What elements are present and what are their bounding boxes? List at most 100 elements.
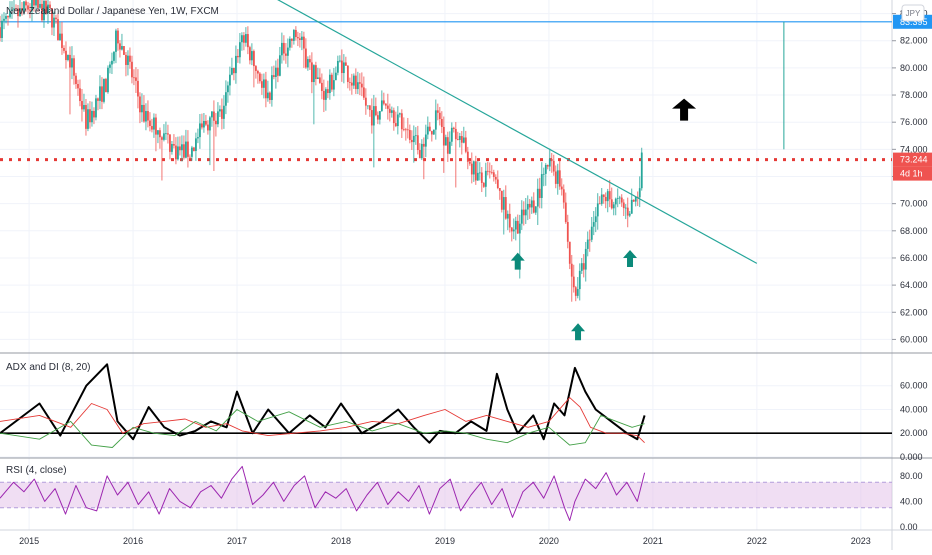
candle-body xyxy=(410,139,413,143)
candle-body xyxy=(97,98,99,101)
candle-body xyxy=(492,172,495,177)
candle-body xyxy=(269,92,271,100)
candle-body xyxy=(67,54,69,61)
y-tick-label: 68.000 xyxy=(900,226,928,236)
candle-body xyxy=(55,17,57,20)
candle-body xyxy=(562,189,565,203)
candle-body xyxy=(201,123,203,128)
candle-body xyxy=(7,16,9,18)
candle-body xyxy=(496,179,499,188)
di-plus-line xyxy=(0,409,645,448)
candle-body xyxy=(338,60,341,62)
rsi-pane-title: RSI (4, close) xyxy=(6,465,67,476)
candle-body xyxy=(634,196,637,202)
candle-body xyxy=(215,120,217,125)
candle-body xyxy=(251,51,253,61)
y-tick-label: 78.000 xyxy=(900,90,928,100)
rsi-line xyxy=(0,465,646,521)
candle-body xyxy=(372,106,375,126)
candle-body xyxy=(568,241,571,264)
currency-badge[interactable] xyxy=(901,4,925,22)
candle-body xyxy=(424,134,427,147)
candle-body xyxy=(191,147,193,157)
candle-body xyxy=(316,77,319,79)
candle-body xyxy=(37,0,39,8)
candle-body xyxy=(596,203,599,217)
candle-body xyxy=(43,0,45,21)
candle-body xyxy=(197,137,199,139)
candle-body xyxy=(265,79,267,99)
candle-body xyxy=(332,80,335,90)
candle-body xyxy=(209,117,211,131)
candle-body xyxy=(530,200,533,208)
candle-body xyxy=(141,104,143,113)
candle-body xyxy=(145,111,147,122)
candle-body xyxy=(574,287,577,296)
candle-body xyxy=(392,110,395,124)
candle-body xyxy=(552,160,555,172)
candle-body xyxy=(582,263,585,270)
candle-body xyxy=(616,198,619,199)
candle-body xyxy=(245,34,247,43)
candle-body xyxy=(404,129,407,131)
candle-body xyxy=(193,147,195,151)
candle-body xyxy=(292,30,295,41)
rsi-series xyxy=(0,465,646,521)
candle-body xyxy=(85,105,87,129)
candle-body xyxy=(374,106,377,116)
candle-body xyxy=(129,55,131,62)
candle-body xyxy=(524,209,527,216)
candle-body xyxy=(143,104,145,122)
candle-body xyxy=(121,46,123,50)
candle-body xyxy=(257,70,259,74)
candle-body xyxy=(604,196,607,202)
candle-body xyxy=(101,86,103,102)
adx-series xyxy=(0,363,646,448)
candle-body xyxy=(49,4,51,9)
candle-body xyxy=(95,98,97,118)
candle-body xyxy=(217,111,219,125)
candle-body xyxy=(0,27,1,39)
candle-body xyxy=(498,187,501,191)
candle-body xyxy=(626,207,629,216)
candle-body xyxy=(247,34,249,48)
candle-body xyxy=(512,229,515,232)
candle-body xyxy=(416,135,419,151)
candle-body xyxy=(73,58,75,76)
candle-body xyxy=(432,129,435,135)
bottom-up-arrow xyxy=(510,252,525,270)
candle-body xyxy=(454,128,457,140)
candle-body xyxy=(259,73,261,82)
candle-body xyxy=(390,110,393,113)
candle-body xyxy=(446,137,449,154)
candle-body xyxy=(19,8,21,17)
candle-body xyxy=(271,75,273,100)
candle-body xyxy=(233,67,235,74)
candle-body xyxy=(29,9,31,11)
current-price-badge xyxy=(893,152,932,167)
candle-body xyxy=(370,110,373,126)
candle-body xyxy=(504,197,507,219)
candle-body xyxy=(486,170,489,172)
candle-body xyxy=(177,146,179,160)
candle-body xyxy=(99,86,101,101)
candle-body xyxy=(462,137,465,143)
candle-body xyxy=(47,4,49,14)
candle-body xyxy=(51,8,53,28)
candle-body xyxy=(59,33,61,41)
candle-body xyxy=(538,188,541,198)
candle-body xyxy=(520,209,523,224)
candle-body xyxy=(578,270,581,290)
x-tick-label: 2015 xyxy=(19,536,39,546)
current-price-badge-text: 73.244 xyxy=(900,155,928,165)
y-tick-label: 70.000 xyxy=(900,199,928,209)
candle-body xyxy=(227,85,229,93)
candle-body xyxy=(580,263,583,271)
adx-line xyxy=(0,363,646,444)
candle-body xyxy=(286,47,289,56)
candle-body xyxy=(436,110,439,113)
candle-body xyxy=(239,42,241,58)
candle-body xyxy=(304,48,307,68)
candle-body xyxy=(223,105,225,119)
